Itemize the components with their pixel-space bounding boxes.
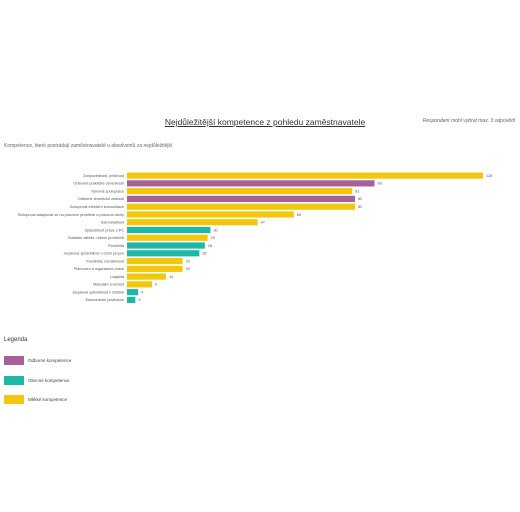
legend-swatch-odborne — [4, 356, 24, 365]
bar — [127, 289, 139, 296]
legend-item-obecne: Obecné kompetence — [4, 376, 70, 385]
category-label: Zodpovědnost, pečlivost — [83, 174, 125, 178]
value-label: 14 — [169, 275, 173, 279]
value-label: 29 — [211, 236, 215, 240]
category-label: Odborné teoretické znalosti — [78, 197, 124, 201]
value-label: 20 — [186, 259, 190, 263]
category-label: Způsobilost práce s PC — [85, 228, 125, 232]
value-label: 26 — [202, 252, 206, 256]
legend-swatch-obecne — [4, 376, 24, 385]
value-label: 30 — [213, 228, 217, 232]
category-label: Jazyková způsobilost v cizím jazyce — [63, 252, 124, 256]
category-label: Schopnost efektivní komunikace — [70, 205, 124, 209]
value-label: 20 — [186, 267, 190, 271]
category-label: Flexibilita — [108, 244, 125, 248]
respondent-note: Respondent mohl vybrat max. 3 odpovědi — [422, 118, 515, 124]
value-label: 81 — [355, 189, 359, 193]
bars-group: Zodpovědnost, pečlivost 128 Odborné prakti… — [18, 172, 492, 304]
bar — [127, 273, 166, 280]
category-label: Zvládání zátěže, řešení problémů — [68, 236, 124, 240]
legend-item-odborne: Odborné kompetence — [4, 356, 71, 365]
bar — [127, 219, 258, 226]
value-label: 9 — [155, 283, 157, 287]
bar — [127, 234, 208, 241]
legend-label-obecne: Obecné kompetence — [28, 378, 70, 383]
category-label: Schopnost adaptovat se na pracovní prost… — [18, 213, 124, 217]
bar — [127, 296, 136, 304]
value-label: 28 — [208, 244, 212, 248]
legend-label-mekke: Měkké kompetence — [28, 397, 68, 402]
bar — [127, 195, 356, 203]
bar — [127, 203, 356, 210]
bar — [127, 281, 153, 288]
bar — [127, 226, 211, 234]
legend-item-mekke: Měkké kompetence — [4, 395, 67, 404]
value-label: 89 — [378, 182, 382, 186]
legend-title: Legenda — [4, 337, 28, 343]
category-label: Ekonomické povědomí — [86, 298, 125, 302]
value-label: 82 — [358, 205, 362, 209]
value-label: 3 — [138, 298, 140, 302]
category-label: Kreativita, iniciativnost — [86, 259, 125, 263]
value-label: 128 — [486, 174, 492, 178]
value-label: 60 — [297, 213, 301, 217]
bar — [127, 211, 294, 218]
category-label: Manuální zručnost — [93, 283, 125, 287]
bar — [127, 242, 205, 249]
bar — [127, 172, 483, 179]
bar — [127, 265, 183, 272]
category-label: Loajalita — [110, 275, 125, 279]
bar — [127, 250, 200, 257]
category-label: Plánování a organizace práce — [74, 267, 124, 271]
value-label: 82 — [358, 197, 362, 201]
category-label: Samostatnost — [101, 221, 125, 225]
category-label: Týmová spolupráce — [91, 189, 124, 193]
bar — [127, 180, 375, 187]
category-label: Odborné praktické dovednosti — [74, 182, 125, 186]
legend-swatch-mekke — [4, 395, 24, 404]
value-label: 4 — [141, 290, 143, 294]
value-label: 47 — [261, 221, 265, 225]
bar — [127, 188, 353, 195]
chart-subtitle: Kompetence, které postrádají zaměstnavat… — [4, 143, 173, 149]
bar — [127, 257, 183, 265]
category-label: Jazyková způsobilost v češtině — [72, 290, 124, 294]
legend-label-odborne: Odborné kompetence — [28, 358, 72, 363]
chart-title: Nejdůležitější kompetence z pohledu zamě… — [164, 117, 366, 127]
